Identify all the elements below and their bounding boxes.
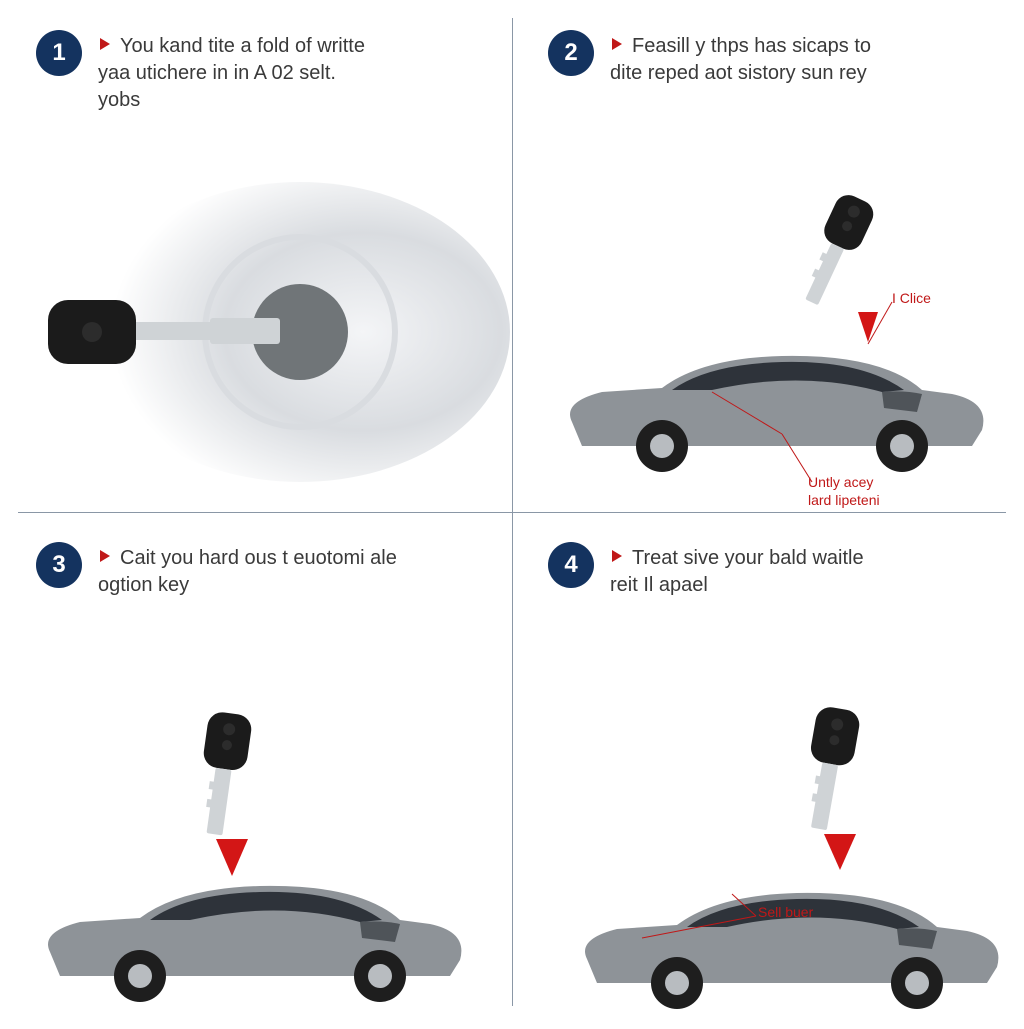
illustration-ignition bbox=[0, 182, 512, 512]
bullet-icon bbox=[610, 544, 624, 571]
step-line: Cait you hard ous t euotomi ale bbox=[120, 547, 397, 569]
step-line: yobs bbox=[98, 89, 140, 111]
step-line: dite reped aot sistory sun rey bbox=[610, 62, 867, 84]
callout-label: Sell buer bbox=[758, 904, 813, 922]
bullet-icon bbox=[610, 32, 624, 59]
steps-grid: 1 You kand tite a fold of writte yaa uti… bbox=[0, 0, 1024, 1024]
callout-label: Untly aceylard lipeteni bbox=[808, 474, 880, 509]
step-head: 3 Cait you hard ous t euotomi ale ogtion… bbox=[36, 542, 476, 599]
step-line: reit Il apael bbox=[610, 574, 708, 596]
bullet-icon bbox=[98, 544, 112, 571]
step-text: Feasill y thps has sicaps to dite reped … bbox=[610, 30, 871, 87]
step-text: Cait you hard ous t euotomi ale ogtion k… bbox=[98, 542, 397, 599]
step-line: You kand tite a fold of writte bbox=[120, 35, 365, 57]
step-line: ogtion key bbox=[98, 574, 189, 596]
step-panel-4: 4 Treat sive your bald waitle reit Il ap… bbox=[512, 512, 1024, 1024]
step-line: Feasill y thps has sicaps to bbox=[632, 35, 871, 57]
step-head: 4 Treat sive your bald waitle reit Il ap… bbox=[548, 542, 988, 599]
step-panel-3: 3 Cait you hard ous t euotomi ale ogtion… bbox=[0, 512, 512, 1024]
step-panel-1: 1 You kand tite a fold of writte yaa uti… bbox=[0, 0, 512, 512]
step-badge: 2 bbox=[548, 30, 594, 76]
illustration-car-key: I Clice Untly aceylard lipeteni bbox=[512, 182, 1024, 512]
step-line: Treat sive your bald waitle bbox=[632, 547, 864, 569]
arrow-down-icon bbox=[216, 839, 248, 876]
key-icon bbox=[797, 705, 862, 833]
step-badge: 1 bbox=[36, 30, 82, 76]
step-head: 1 You kand tite a fold of writte yaa uti… bbox=[36, 30, 476, 114]
bullet-icon bbox=[98, 32, 112, 59]
car-icon bbox=[48, 886, 461, 1002]
arrow-down-icon bbox=[824, 834, 856, 870]
step-panel-2: 2 Feasill y thps has sicaps to dite repe… bbox=[512, 0, 1024, 512]
step-text: You kand tite a fold of writte yaa utich… bbox=[98, 30, 365, 114]
step-head: 2 Feasill y thps has sicaps to dite repe… bbox=[548, 30, 988, 87]
illustration-car-key: Sell buer bbox=[512, 694, 1024, 1024]
key-icon bbox=[793, 190, 877, 310]
step-text: Treat sive your bald waitle reit Il apae… bbox=[610, 542, 864, 599]
callout-label: I Clice bbox=[892, 290, 931, 308]
arrow-down-icon bbox=[858, 312, 878, 342]
step-badge: 3 bbox=[36, 542, 82, 588]
car-icon bbox=[570, 356, 983, 472]
key-icon bbox=[193, 710, 254, 837]
step-line: yaa utichere in in A 02 selt. bbox=[98, 62, 336, 84]
step-badge: 4 bbox=[548, 542, 594, 588]
illustration-car-key bbox=[0, 694, 512, 1024]
